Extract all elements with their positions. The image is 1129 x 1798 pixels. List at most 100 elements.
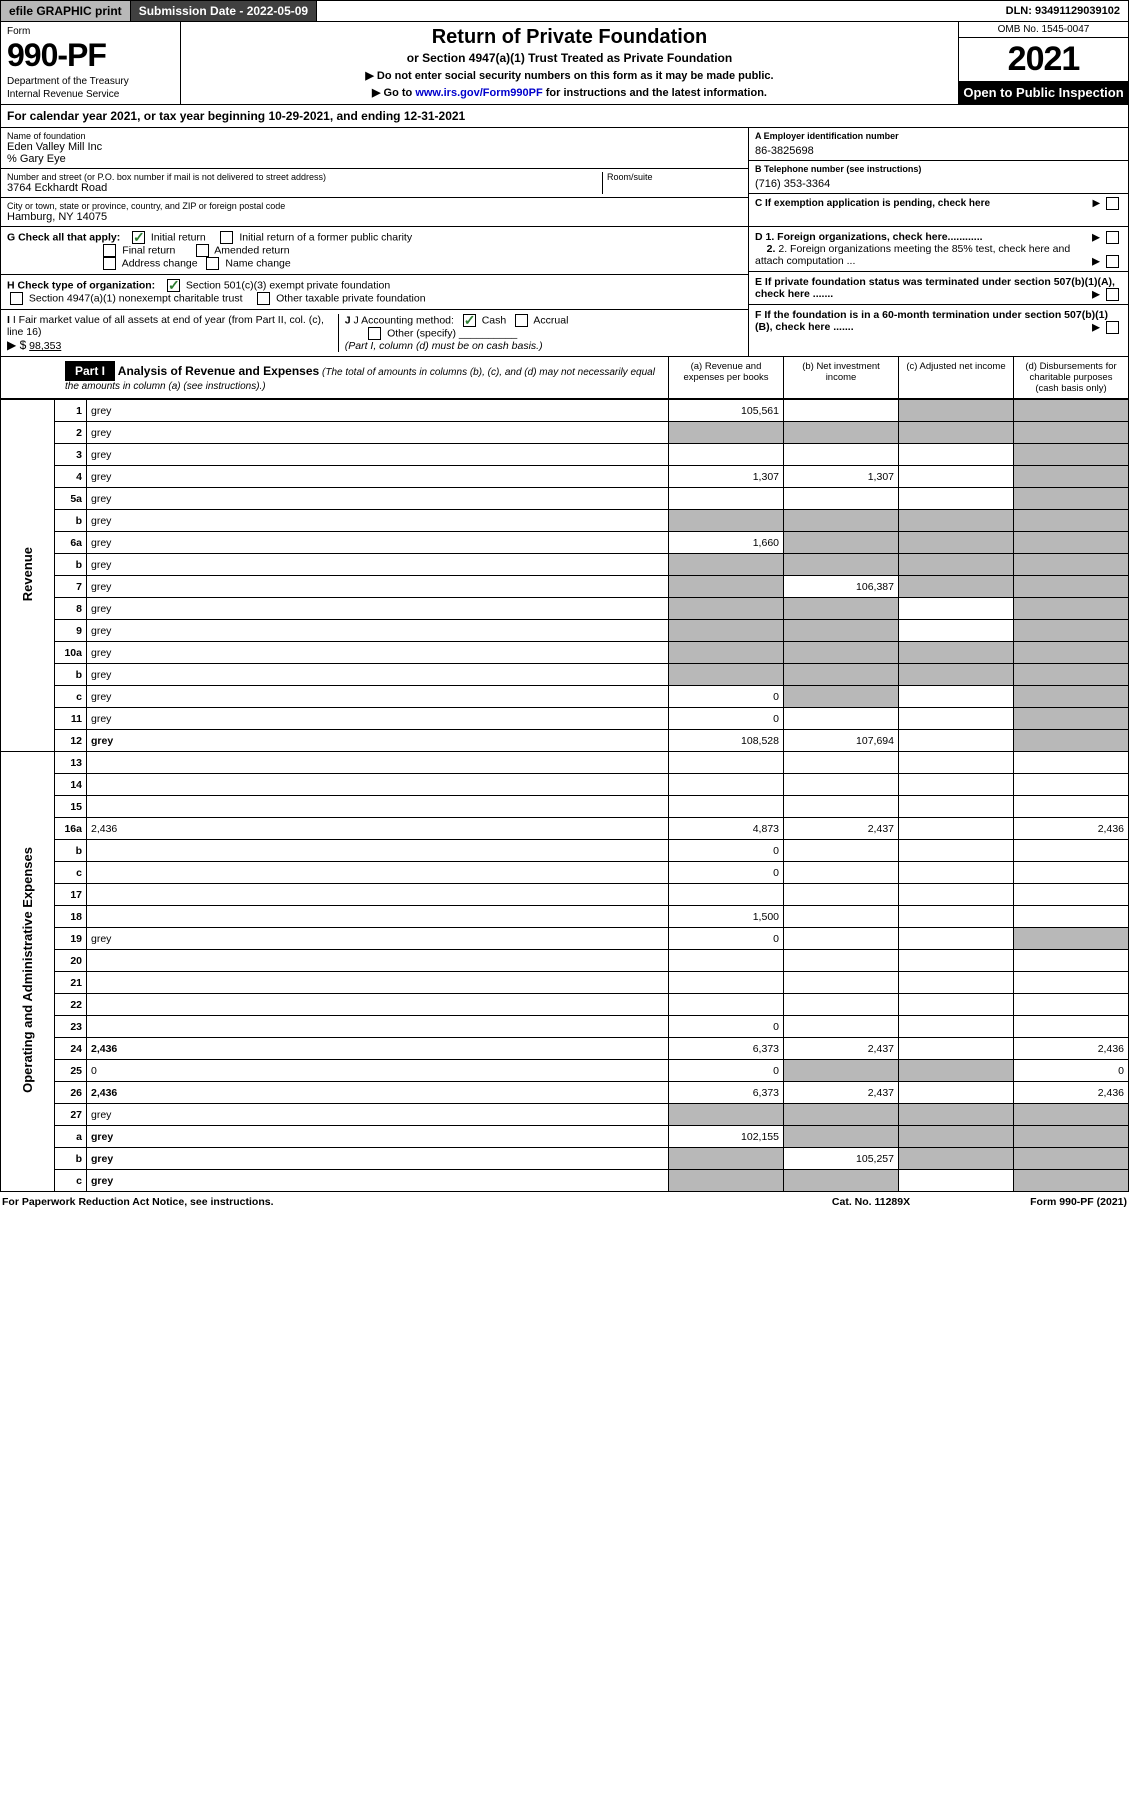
amount-cell-b: 1,307 [784, 466, 899, 488]
amount-cell-a [669, 1104, 784, 1126]
amount-cell-b [784, 400, 899, 422]
line-description [87, 950, 669, 972]
table-row: bgrey [1, 664, 1129, 686]
amount-cell-b [784, 928, 899, 950]
d1-checkbox[interactable] [1106, 231, 1119, 244]
final-return-checkbox[interactable] [103, 244, 116, 257]
amount-cell-d [1014, 972, 1129, 994]
amount-cell-a [669, 664, 784, 686]
col-a-header: (a) Revenue and expenses per books [668, 357, 783, 398]
amount-cell-c [899, 730, 1014, 752]
form990pf-link[interactable]: www.irs.gov/Form990PF [415, 87, 542, 99]
amount-cell-b: 106,387 [784, 576, 899, 598]
amount-cell-b: 2,437 [784, 1082, 899, 1104]
other-method-checkbox[interactable] [368, 327, 381, 340]
part1-table: Revenue1grey105,5612grey3grey4grey1,3071… [0, 399, 1129, 1192]
line-description: grey [87, 532, 669, 554]
line-number: 19 [55, 928, 87, 950]
amount-cell-b [784, 950, 899, 972]
amount-cell-c [899, 1082, 1014, 1104]
goto-note: ▶ Go to www.irs.gov/Form990PF for instru… [189, 86, 950, 99]
amount-cell-d [1014, 642, 1129, 664]
amount-cell-b [784, 1060, 899, 1082]
amount-cell-d: 0 [1014, 1060, 1129, 1082]
address-change-checkbox[interactable] [103, 257, 116, 270]
line-number: 8 [55, 598, 87, 620]
amount-cell-c [899, 994, 1014, 1016]
line-description: 2,436 [87, 1082, 669, 1104]
paperwork-notice: For Paperwork Reduction Act Notice, see … [2, 1196, 274, 1208]
amount-cell-b [784, 510, 899, 532]
amount-cell-c [899, 1126, 1014, 1148]
amount-cell-c [899, 972, 1014, 994]
amount-cell-b [784, 972, 899, 994]
amount-cell-d [1014, 466, 1129, 488]
exemption-pending-cell: C If exemption application is pending, c… [749, 194, 1128, 213]
exemption-checkbox[interactable] [1106, 197, 1119, 210]
amount-cell-d [1014, 686, 1129, 708]
4947a1-checkbox[interactable] [10, 292, 23, 305]
part1-label: Part I [65, 361, 115, 381]
line-number: 20 [55, 950, 87, 972]
e-checkbox[interactable] [1106, 288, 1119, 301]
amount-cell-c [899, 708, 1014, 730]
line-description: grey [87, 554, 669, 576]
omb-number: OMB No. 1545-0047 [959, 22, 1128, 38]
line-number: 27 [55, 1104, 87, 1126]
line-number: 10a [55, 642, 87, 664]
name-change-checkbox[interactable] [206, 257, 219, 270]
initial-former-checkbox[interactable] [220, 231, 233, 244]
line-description: grey [87, 488, 669, 510]
line-description [87, 972, 669, 994]
calendar-year-row: For calendar year 2021, or tax year begi… [0, 105, 1129, 128]
amount-cell-a: 4,873 [669, 818, 784, 840]
efile-print-button[interactable]: efile GRAPHIC print [1, 1, 131, 21]
line-number: 25 [55, 1060, 87, 1082]
other-taxable-checkbox[interactable] [257, 292, 270, 305]
line-description: grey [87, 642, 669, 664]
fmv-value: 98,353 [29, 340, 61, 352]
amount-cell-c [899, 774, 1014, 796]
cash-checkbox[interactable] [463, 314, 476, 327]
amount-cell-b: 2,437 [784, 818, 899, 840]
amount-cell-b [784, 752, 899, 774]
amount-cell-c [899, 752, 1014, 774]
revenue-side-label: Revenue [1, 400, 55, 752]
line-description: 2,436 [87, 818, 669, 840]
line-number: 2 [55, 422, 87, 444]
line-number: 15 [55, 796, 87, 818]
header-left: Form 990-PF Department of the Treasury I… [1, 22, 181, 104]
amended-checkbox[interactable] [196, 244, 209, 257]
amount-cell-b: 105,257 [784, 1148, 899, 1170]
ein-cell: A Employer identification number 86-3825… [749, 128, 1128, 161]
amount-cell-c [899, 664, 1014, 686]
amount-cell-d [1014, 1148, 1129, 1170]
501c3-checkbox[interactable] [167, 279, 180, 292]
form-subtitle: or Section 4947(a)(1) Trust Treated as P… [189, 51, 950, 65]
line-number: 7 [55, 576, 87, 598]
accrual-checkbox[interactable] [515, 314, 528, 327]
amount-cell-d [1014, 906, 1129, 928]
initial-return-checkbox[interactable] [132, 231, 145, 244]
checkbox-section: G Check all that apply: Initial return I… [0, 227, 1129, 357]
amount-cell-a [669, 994, 784, 1016]
table-row: agrey102,155 [1, 1126, 1129, 1148]
f-checkbox[interactable] [1106, 321, 1119, 334]
amount-cell-d [1014, 510, 1129, 532]
amount-cell-d [1014, 1170, 1129, 1192]
line-number: 5a [55, 488, 87, 510]
table-row: bgrey105,257 [1, 1148, 1129, 1170]
line-description: grey [87, 664, 669, 686]
line-description: grey [87, 928, 669, 950]
line-number: 16a [55, 818, 87, 840]
amount-cell-a [669, 1148, 784, 1170]
amount-cell-d [1014, 884, 1129, 906]
amount-cell-b [784, 620, 899, 642]
tax-year: 2021 [959, 38, 1128, 81]
d2-checkbox[interactable] [1106, 255, 1119, 268]
line-description: grey [87, 510, 669, 532]
amount-cell-c [899, 818, 1014, 840]
line-number: c [55, 686, 87, 708]
amount-cell-d [1014, 774, 1129, 796]
line-number: 6a [55, 532, 87, 554]
